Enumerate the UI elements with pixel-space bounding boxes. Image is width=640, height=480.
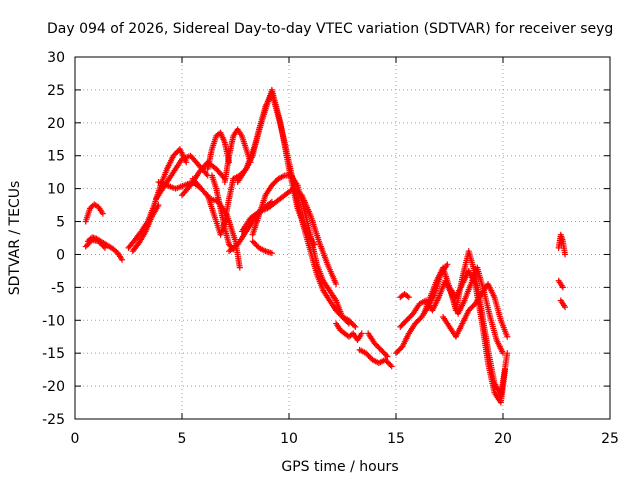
grid-lines bbox=[75, 57, 610, 419]
series-track-9 bbox=[189, 175, 243, 271]
data-point-marker bbox=[504, 350, 511, 357]
data-point-marker bbox=[100, 243, 107, 250]
series-track-15 bbox=[234, 86, 318, 248]
data-point-marker bbox=[155, 202, 162, 209]
data-point-marker bbox=[333, 281, 340, 288]
data-point-marker bbox=[405, 294, 412, 301]
y-tick-label: 30 bbox=[47, 50, 65, 66]
series-track-5 bbox=[129, 202, 162, 255]
y-tick-label: 15 bbox=[47, 149, 65, 165]
data-point-marker bbox=[183, 159, 190, 166]
series-track-2 bbox=[82, 201, 106, 225]
data-point-marker bbox=[236, 264, 243, 271]
series-track-31 bbox=[557, 297, 569, 311]
x-axis-label: GPS time / hours bbox=[281, 459, 398, 475]
data-point-marker bbox=[358, 330, 365, 337]
x-tick-label: 5 bbox=[178, 431, 187, 447]
data-point-marker bbox=[387, 362, 394, 369]
data-point-marker bbox=[562, 251, 569, 258]
data-point-marker bbox=[351, 322, 358, 329]
y-tick-label: 25 bbox=[47, 83, 65, 99]
chart-title: Day 094 of 2026, Sidereal Day-to-day VTE… bbox=[47, 21, 613, 37]
x-tick-label: 25 bbox=[601, 431, 619, 447]
y-axis-label: SDTVAR / TECUs bbox=[7, 181, 23, 296]
data-point-marker bbox=[344, 319, 351, 326]
series-track-29 bbox=[555, 231, 569, 258]
data-point-marker bbox=[384, 353, 391, 360]
data-point-marker bbox=[502, 366, 509, 373]
data-points bbox=[82, 86, 569, 406]
y-tick-label: -25 bbox=[42, 412, 65, 428]
series-track-20 bbox=[333, 320, 365, 344]
series-track-21 bbox=[356, 346, 395, 370]
data-point-marker bbox=[352, 323, 359, 330]
series-track-17 bbox=[249, 172, 352, 327]
data-point-marker bbox=[99, 210, 106, 217]
series-track-28 bbox=[397, 290, 412, 301]
series-track-3 bbox=[82, 236, 108, 251]
series-track-30 bbox=[555, 277, 566, 291]
y-tick-label: 5 bbox=[56, 215, 65, 231]
plot-frame bbox=[74, 56, 611, 420]
y-tick-label: -20 bbox=[42, 379, 65, 395]
data-point-marker bbox=[388, 363, 395, 370]
series-track-18 bbox=[238, 185, 340, 288]
data-point-marker bbox=[87, 238, 94, 245]
x-tick-label: 10 bbox=[280, 431, 298, 447]
data-point-marker bbox=[562, 304, 569, 311]
data-point-marker bbox=[101, 244, 108, 251]
y-tick-label: 20 bbox=[47, 116, 65, 132]
y-tick-label: -5 bbox=[51, 280, 65, 296]
x-tick-label: 15 bbox=[387, 431, 405, 447]
data-point-marker bbox=[268, 250, 275, 257]
series-track-11 bbox=[204, 175, 237, 238]
x-tick-label: 0 bbox=[71, 431, 80, 447]
data-point-marker bbox=[383, 352, 390, 359]
series-track-19 bbox=[249, 238, 275, 257]
data-point-marker bbox=[444, 261, 451, 268]
data-point-marker bbox=[345, 320, 352, 327]
y-tick-label: 10 bbox=[47, 182, 65, 198]
series-track-27 bbox=[440, 281, 511, 340]
data-point-marker bbox=[559, 284, 566, 291]
data-point-marker bbox=[119, 256, 126, 263]
y-tick-label: -10 bbox=[42, 313, 65, 329]
y-tick-label: -15 bbox=[42, 346, 65, 362]
y-tick-label: 0 bbox=[56, 247, 65, 263]
series-track-22 bbox=[365, 330, 391, 360]
data-point-marker bbox=[504, 333, 511, 340]
x-tick-label: 20 bbox=[494, 431, 512, 447]
